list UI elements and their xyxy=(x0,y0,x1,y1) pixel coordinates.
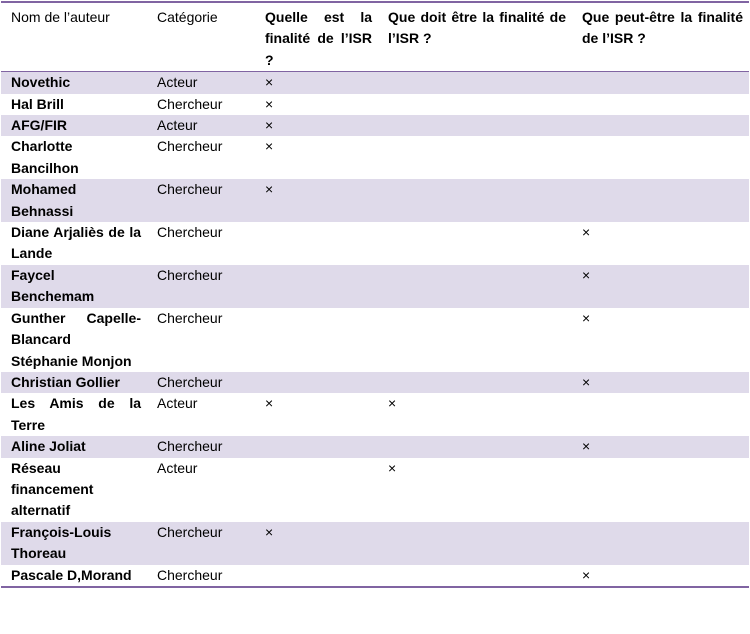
check-cell xyxy=(378,521,572,565)
table-row: Christian Gollier Chercheur × xyxy=(1,371,749,394)
header-cell: Quelle est la finalité de l’ISR ? xyxy=(255,2,378,73)
category: Chercheur xyxy=(147,436,255,458)
author-name: Hal Brill xyxy=(11,95,64,112)
table-row: Les Amis de la Terre Acteur × × xyxy=(1,393,749,436)
category: Chercheur xyxy=(147,371,255,394)
header-row: Nom de l’auteur Catégorie Quelle est la … xyxy=(1,2,749,73)
check-cell xyxy=(378,136,572,179)
check-cell: × xyxy=(572,371,749,394)
check-cell xyxy=(378,115,572,137)
table-row: Gunther Capelle-Blancard Stéphanie Monjo… xyxy=(1,308,749,372)
check-cell xyxy=(255,308,378,372)
check-cell: × xyxy=(265,95,274,112)
table-row: Hal Brill Chercheur × xyxy=(1,94,749,115)
check-cell xyxy=(378,179,572,223)
author-name: Charlotte Bancilhon xyxy=(11,138,79,176)
check-cell xyxy=(255,264,378,308)
check-cell xyxy=(378,436,572,458)
authors-table: Nom de l’auteur Catégorie Quelle est la … xyxy=(1,1,749,588)
author-name: François-Louis Thoreau xyxy=(1,521,147,565)
table-row: François-Louis Thoreau Chercheur × xyxy=(1,521,749,565)
table-row: Novethic Acteur × xyxy=(1,71,749,94)
category: Acteur xyxy=(157,395,198,412)
category: Acteur xyxy=(147,71,255,94)
category: Chercheur xyxy=(147,521,255,565)
header-cell: Nom de l’auteur xyxy=(1,2,147,73)
author-name: Novethic xyxy=(1,71,147,94)
table-row: Pascale D,Morand Chercheur × xyxy=(1,565,749,587)
check-cell xyxy=(572,179,749,223)
author-name: Diane Arjaliès de la Lande xyxy=(11,224,141,262)
check-cell: × xyxy=(265,138,274,155)
check-cell xyxy=(255,222,378,265)
category: Chercheur xyxy=(147,264,255,308)
check-cell: × xyxy=(255,71,378,94)
author-name: Faycel Benchemam xyxy=(1,264,147,308)
check-cell xyxy=(378,94,572,115)
header-cell: Que peut-être la finalité de l’ISR ? xyxy=(572,2,749,73)
table-row: Faycel Benchemam Chercheur × xyxy=(1,264,749,308)
author-name: Réseau financement alternatif xyxy=(11,459,94,519)
check-cell xyxy=(572,521,749,565)
table-header: Nom de l’auteur Catégorie Quelle est la … xyxy=(1,2,749,73)
author-name: AFG/FIR xyxy=(1,115,147,137)
check-cell xyxy=(378,565,572,587)
check-cell: × xyxy=(582,566,591,583)
header-cell: Que doit être la finalité de l’ISR ? xyxy=(378,2,572,73)
check-cell: × xyxy=(582,224,591,241)
check-cell xyxy=(572,71,749,94)
check-cell xyxy=(378,222,572,265)
category: Chercheur xyxy=(157,566,223,583)
author-name: Christian Gollier xyxy=(1,371,147,394)
check-cell: × xyxy=(255,115,378,137)
category: Acteur xyxy=(147,115,255,137)
check-cell xyxy=(378,264,572,308)
check-cell xyxy=(378,308,572,372)
check-cell: × xyxy=(582,309,591,326)
author-name: Pascale D,Morand xyxy=(11,566,132,583)
check-cell: × xyxy=(388,395,397,412)
check-cell: × xyxy=(572,436,749,458)
category: Chercheur xyxy=(157,224,223,241)
check-cell xyxy=(572,458,749,522)
table-row: Diane Arjaliès de la Lande Chercheur × xyxy=(1,222,749,265)
check-cell xyxy=(572,136,749,179)
category: Chercheur xyxy=(147,179,255,223)
table-row: AFG/FIR Acteur × xyxy=(1,115,749,137)
check-cell: × xyxy=(255,521,378,565)
check-cell: × xyxy=(388,459,397,476)
check-cell: × xyxy=(572,264,749,308)
table-row: Charlotte Bancilhon Chercheur × xyxy=(1,136,749,179)
check-cell xyxy=(255,371,378,394)
category: Acteur xyxy=(157,459,198,476)
check-cell xyxy=(572,393,749,436)
check-cell xyxy=(255,565,378,587)
table-body: Novethic Acteur × Hal Brill Chercheur × AFG/FI… xyxy=(1,71,749,587)
table-row: Aline Joliat Chercheur × xyxy=(1,436,749,458)
category: Chercheur xyxy=(157,309,223,326)
category: Chercheur xyxy=(157,138,223,155)
category: Chercheur xyxy=(157,95,223,112)
header-cell: Catégorie xyxy=(147,2,255,73)
check-cell xyxy=(378,371,572,394)
author-name: Les Amis de la Terre xyxy=(11,395,141,433)
author-name: Aline Joliat xyxy=(1,436,147,458)
author-name: Gunther Capelle-Blancard Stéphanie Monjo… xyxy=(11,309,141,369)
check-cell: × xyxy=(255,179,378,223)
author-name: Mohamed Behnassi xyxy=(1,179,147,223)
check-cell xyxy=(255,458,378,522)
table-row: Mohamed Behnassi Chercheur × xyxy=(1,179,749,223)
check-cell xyxy=(572,94,749,115)
check-cell: × xyxy=(265,395,274,412)
check-cell xyxy=(378,71,572,94)
table-row: Réseau financement alternatif Acteur × xyxy=(1,458,749,522)
check-cell xyxy=(255,436,378,458)
check-cell xyxy=(572,115,749,137)
